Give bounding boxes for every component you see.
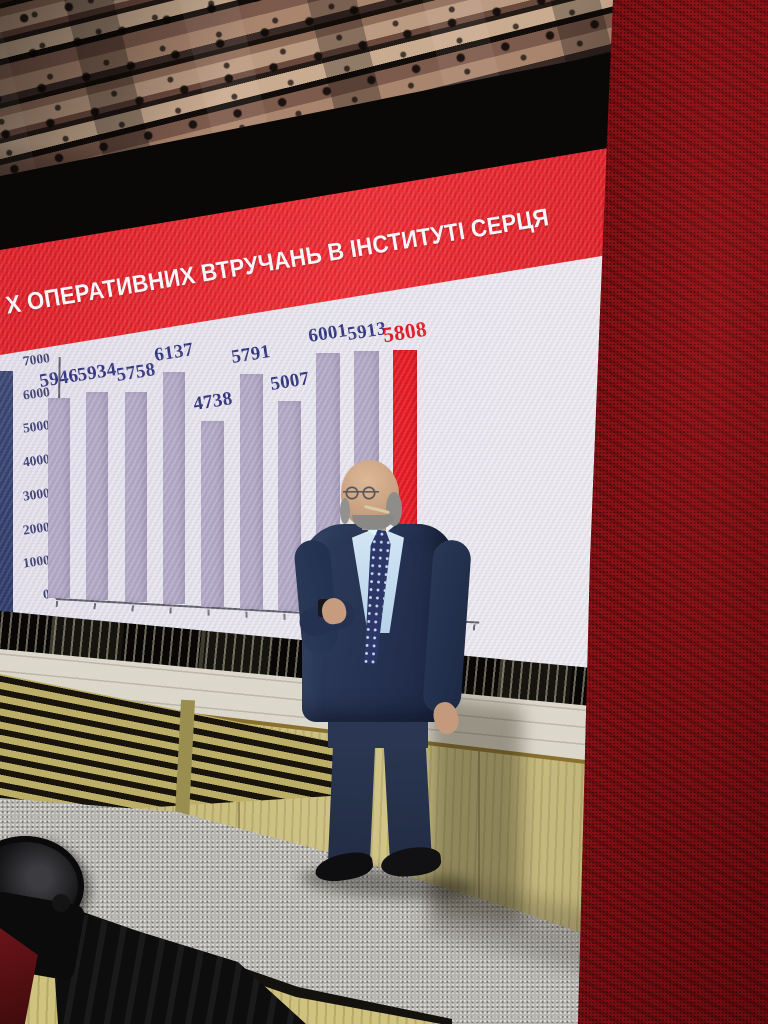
presenter-hair [340,498,350,524]
bar [162,372,186,605]
camera-knob [52,894,70,912]
presenter-glasses [343,486,379,500]
bar [124,392,147,603]
left-edge-blue-bar [0,371,13,615]
bar [201,420,225,607]
bar [86,391,109,601]
bar [48,397,70,598]
presenter-hair [352,515,394,529]
bar [239,373,263,609]
